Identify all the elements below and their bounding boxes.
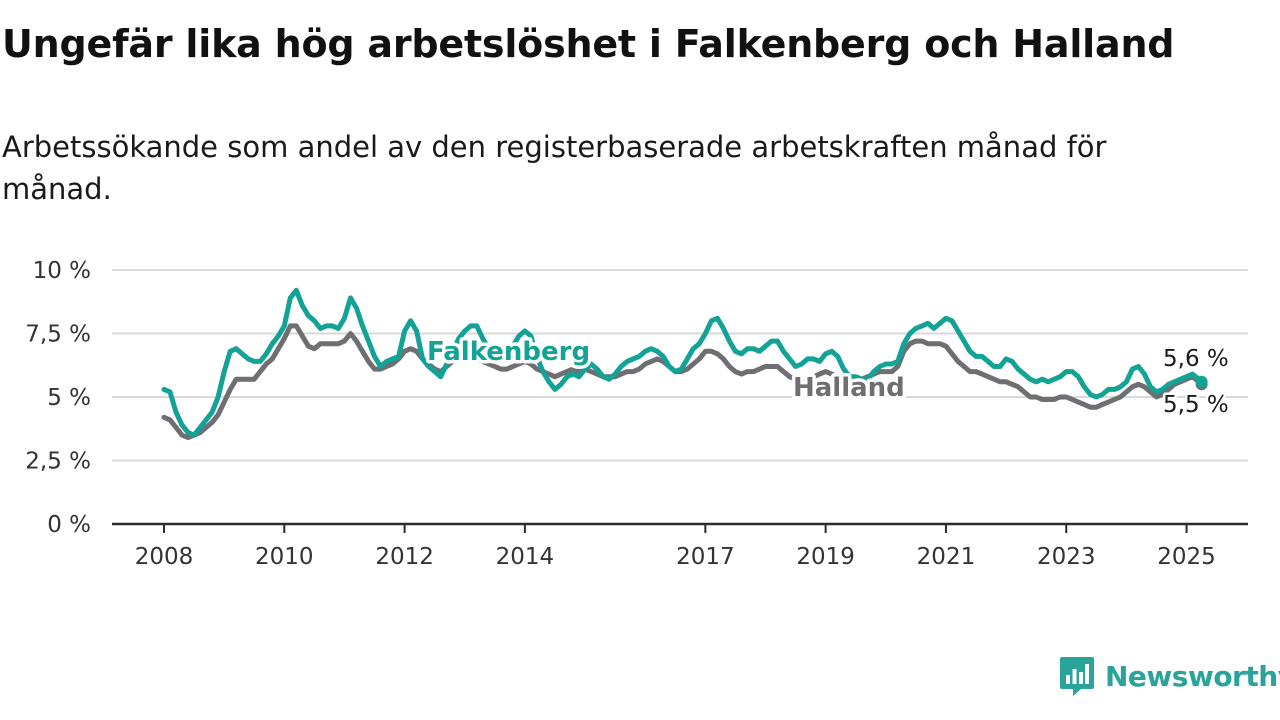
end-value-label-falkenberg: 5,6 % [1163, 346, 1229, 372]
y-tick-label: 0 % [47, 512, 91, 538]
y-tick-label: 7,5 % [25, 322, 91, 348]
series-line-falkenberg [161, 287, 1205, 438]
x-tick-label: 2012 [375, 544, 434, 570]
end-value-label-halland: 5,5 % [1163, 392, 1229, 418]
x-tick-label: 2017 [676, 544, 735, 570]
x-tick-label: 2010 [255, 544, 314, 570]
x-tick-label: 2021 [917, 544, 976, 570]
series-labels: Halland 5,5 % Falkenberg 5,6 % [424, 334, 1232, 421]
x-tick-label: 2008 [135, 544, 194, 570]
series-lines [161, 287, 1208, 441]
y-tick-label: 5 % [47, 385, 91, 411]
y-axis-ticks: 0 % 2,5 % 5 % 7,5 % 10 % [25, 258, 91, 538]
brand-name: Newsworthy [1105, 659, 1280, 693]
x-tick-label: 2025 [1157, 544, 1216, 570]
series-line-halland [161, 323, 1205, 441]
x-axis: 2008 2010 2012 2014 2017 2019 2021 2023 2025 [112, 522, 1248, 570]
end-point-falkenberg [1195, 375, 1208, 388]
newsworthy-logo[interactable]: Newsworthy [1059, 654, 1280, 698]
x-tick-label: 2019 [796, 544, 855, 570]
series-label-falkenberg: Falkenberg [427, 337, 590, 367]
gridlines [112, 269, 1248, 462]
x-tick-label: 2023 [1037, 544, 1096, 570]
series-label-halland: Halland [793, 373, 905, 403]
newsworthy-logo-icon [1060, 657, 1094, 696]
chart-title: Ungefär lika hög arbetslöshet i Falkenbe… [2, 22, 1175, 66]
chart-subtitle: Arbetssökande som andel av den registerb… [2, 130, 1107, 206]
y-tick-label: 10 % [33, 258, 91, 284]
y-tick-label: 2,5 % [25, 449, 91, 475]
x-tick-label: 2014 [496, 544, 555, 570]
